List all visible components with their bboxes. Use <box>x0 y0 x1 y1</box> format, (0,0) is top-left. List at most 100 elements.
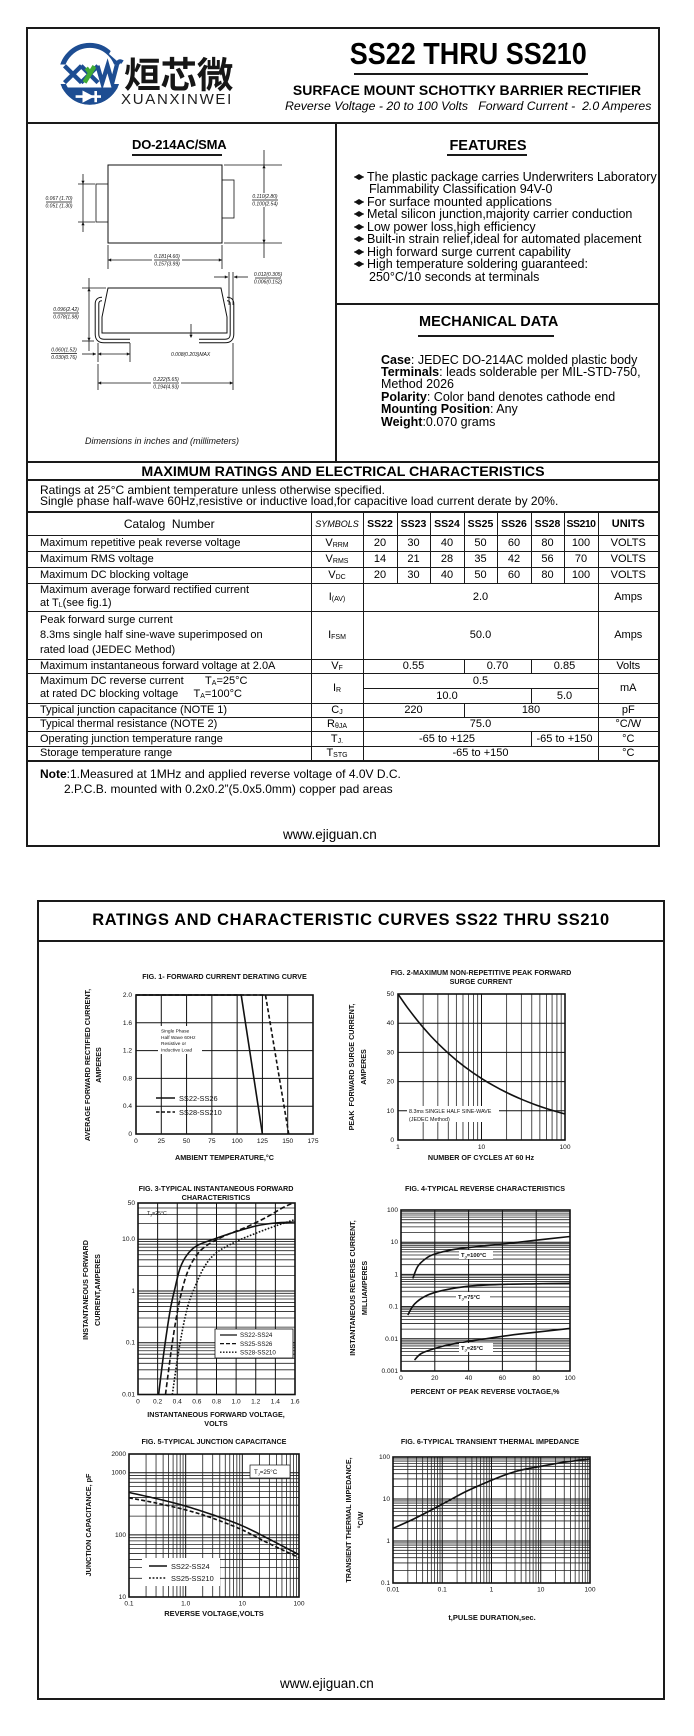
svg-text:0: 0 <box>399 1375 403 1382</box>
svg-text:10: 10 <box>537 1587 545 1594</box>
svg-text:8.3ms SINGLE HALF SINE-WAVE: 8.3ms SINGLE HALF SINE-WAVE <box>409 1109 492 1115</box>
svg-text:1: 1 <box>394 1271 398 1278</box>
svg-text:1.0: 1.0 <box>181 1601 190 1608</box>
svg-text:AMPERES: AMPERES <box>94 1047 103 1083</box>
svg-text:60: 60 <box>499 1375 507 1382</box>
svg-text:10.0: 10.0 <box>122 1236 135 1243</box>
svg-text:75: 75 <box>208 1138 216 1145</box>
svg-text:1000: 1000 <box>111 1470 126 1477</box>
svg-text:SS25-SS210: SS25-SS210 <box>171 1574 214 1583</box>
svg-text:40: 40 <box>387 1020 395 1027</box>
svg-text:FIG. 1- FORWARD CURRENT DERATI: FIG. 1- FORWARD CURRENT DERATING CURVE <box>142 972 307 981</box>
svg-text:0.01: 0.01 <box>122 1392 135 1399</box>
svg-text:80: 80 <box>533 1375 541 1382</box>
svg-text:TJ=100°C: TJ=100°C <box>461 1253 487 1259</box>
svg-text:Dimensions in inches and (mill: Dimensions in inches and (millimeters) <box>85 436 239 446</box>
svg-text:100: 100 <box>387 1207 398 1214</box>
svg-text:VOLTS: VOLTS <box>204 1419 228 1428</box>
svg-text:0.006(0.152): 0.006(0.152) <box>254 280 283 286</box>
svg-text:FIG. 5-TYPICAL JUNCTION CAPACI: FIG. 5-TYPICAL JUNCTION CAPACITANCE <box>142 1437 287 1446</box>
svg-text:175: 175 <box>307 1138 318 1145</box>
svg-text:Inductive Load: Inductive Load <box>161 1047 193 1053</box>
svg-text:0.008(0.203)MAX: 0.008(0.203)MAX <box>171 352 211 358</box>
svg-text:0.181(4.60): 0.181(4.60) <box>154 254 180 260</box>
svg-text:INSTANTANEOUS REVERSE CURRENT,: INSTANTANEOUS REVERSE CURRENT, <box>348 1220 357 1356</box>
svg-text:40: 40 <box>465 1375 473 1382</box>
svg-text:125: 125 <box>257 1138 268 1145</box>
svg-text:FIG. 2-MAXIMUM NON-REPETITIVE: FIG. 2-MAXIMUM NON-REPETITIVE PEAK FORWA… <box>391 968 572 977</box>
svg-text:0.01: 0.01 <box>387 1587 400 1594</box>
svg-text:10: 10 <box>383 1496 391 1503</box>
svg-text:MILLIAMPERES: MILLIAMPERES <box>360 1261 369 1316</box>
svg-text:TRANSIENT THERMAL IMPEDANCE,: TRANSIENT THERMAL IMPEDANCE, <box>344 1457 353 1582</box>
svg-text:AVERAGE FORWARD RECTIFIED CURR: AVERAGE FORWARD RECTIFIED CURRENT, <box>83 989 92 1141</box>
svg-text:0.078(1.98): 0.078(1.98) <box>53 315 79 321</box>
svg-text:SS28-SS210: SS28-SS210 <box>179 1108 222 1117</box>
svg-text:0.222(5.65): 0.222(5.65) <box>153 377 179 383</box>
svg-text:°C/W: °C/W <box>356 1511 365 1528</box>
svg-text:INSTANTANEOUS FORWARD: INSTANTANEOUS FORWARD <box>81 1240 90 1340</box>
svg-text:0.1: 0.1 <box>389 1304 398 1311</box>
svg-text:CHARACTERISTICS: CHARACTERISTICS <box>182 1193 251 1202</box>
svg-text:100: 100 <box>232 1138 243 1145</box>
svg-text:t,PULSE DURATION,sec.: t,PULSE DURATION,sec. <box>448 1613 535 1622</box>
svg-text:AMPERES: AMPERES <box>359 1049 368 1085</box>
svg-text:100: 100 <box>584 1587 595 1594</box>
svg-text:25: 25 <box>158 1138 166 1145</box>
svg-text:0: 0 <box>390 1137 394 1144</box>
svg-text:Single Phase: Single Phase <box>161 1029 190 1035</box>
svg-text:100: 100 <box>293 1601 304 1608</box>
svg-text:0.1: 0.1 <box>124 1601 133 1608</box>
svg-text:SURGE CURRENT: SURGE CURRENT <box>450 977 513 986</box>
svg-text:50: 50 <box>387 991 395 998</box>
svg-text:0.4: 0.4 <box>173 1399 182 1406</box>
svg-text:0.6: 0.6 <box>192 1399 201 1406</box>
svg-text:NUMBER OF CYCLES AT 60 Hz: NUMBER OF CYCLES AT 60 Hz <box>428 1153 535 1162</box>
svg-text:20: 20 <box>387 1079 395 1086</box>
svg-text:50: 50 <box>128 1200 136 1207</box>
svg-text:150: 150 <box>282 1138 293 1145</box>
svg-text:CURRENT,AMPERES: CURRENT,AMPERES <box>93 1254 102 1326</box>
svg-text:0.060(1.52): 0.060(1.52) <box>51 348 77 354</box>
svg-text:1.6: 1.6 <box>123 1020 132 1027</box>
svg-text:1.2: 1.2 <box>123 1048 132 1055</box>
svg-text:0: 0 <box>134 1138 138 1145</box>
svg-text:1: 1 <box>386 1538 390 1545</box>
svg-text:2000: 2000 <box>111 1451 126 1458</box>
svg-text:JUNCTION CAPACITANCE, pF: JUNCTION CAPACITANCE, pF <box>84 1473 93 1576</box>
svg-text:TJ=75°C: TJ=75°C <box>458 1295 481 1301</box>
svg-text:100: 100 <box>559 1144 570 1151</box>
svg-text:50: 50 <box>183 1138 191 1145</box>
svg-text:0.1: 0.1 <box>381 1580 390 1587</box>
svg-text:SS22-SS24: SS22-SS24 <box>171 1562 210 1571</box>
svg-text:0.01: 0.01 <box>385 1336 398 1343</box>
svg-text:SS25-SS26: SS25-SS26 <box>240 1341 273 1348</box>
svg-text:TJ=25°C: TJ=25°C <box>254 1469 278 1476</box>
svg-text:0.001: 0.001 <box>381 1368 398 1375</box>
svg-text:0: 0 <box>128 1131 132 1138</box>
svg-text:Resistive or: Resistive or <box>161 1041 186 1047</box>
svg-text:TJ=25°C: TJ=25°C <box>147 1211 167 1217</box>
svg-text:100: 100 <box>564 1375 575 1382</box>
svg-text:0.4: 0.4 <box>123 1103 132 1110</box>
svg-text:(JEDEC Method): (JEDEC Method) <box>409 1117 450 1123</box>
svg-text:0.110(2.80): 0.110(2.80) <box>252 194 278 200</box>
svg-text:FIG. 3-TYPICAL INSTANTANEOUS F: FIG. 3-TYPICAL INSTANTANEOUS FORWARD <box>139 1184 294 1193</box>
svg-text:1.2: 1.2 <box>251 1399 260 1406</box>
svg-text:0.100(2.54): 0.100(2.54) <box>252 202 278 208</box>
svg-text:0: 0 <box>136 1399 140 1406</box>
svg-text:Half Wave 60Hz: Half Wave 60Hz <box>161 1035 196 1041</box>
svg-text:FIG. 4-TYPICAL REVERSE CHARACT: FIG. 4-TYPICAL REVERSE CHARACTERISTICS <box>405 1184 565 1193</box>
svg-text:10: 10 <box>478 1144 486 1151</box>
svg-text:0.8: 0.8 <box>123 1075 132 1082</box>
svg-text:1.4: 1.4 <box>271 1399 280 1406</box>
svg-text:0.157(3.99): 0.157(3.99) <box>154 262 180 268</box>
svg-text:1: 1 <box>396 1144 400 1151</box>
svg-text:0.067 (1.70): 0.067 (1.70) <box>46 196 73 202</box>
svg-text:0.1: 0.1 <box>126 1340 135 1347</box>
svg-text:0.194(4.93): 0.194(4.93) <box>153 385 179 391</box>
svg-text:30: 30 <box>387 1049 395 1056</box>
svg-text:1.6: 1.6 <box>290 1399 299 1406</box>
svg-text:0.012(0.305): 0.012(0.305) <box>254 272 283 278</box>
svg-text:0.1: 0.1 <box>438 1587 447 1594</box>
